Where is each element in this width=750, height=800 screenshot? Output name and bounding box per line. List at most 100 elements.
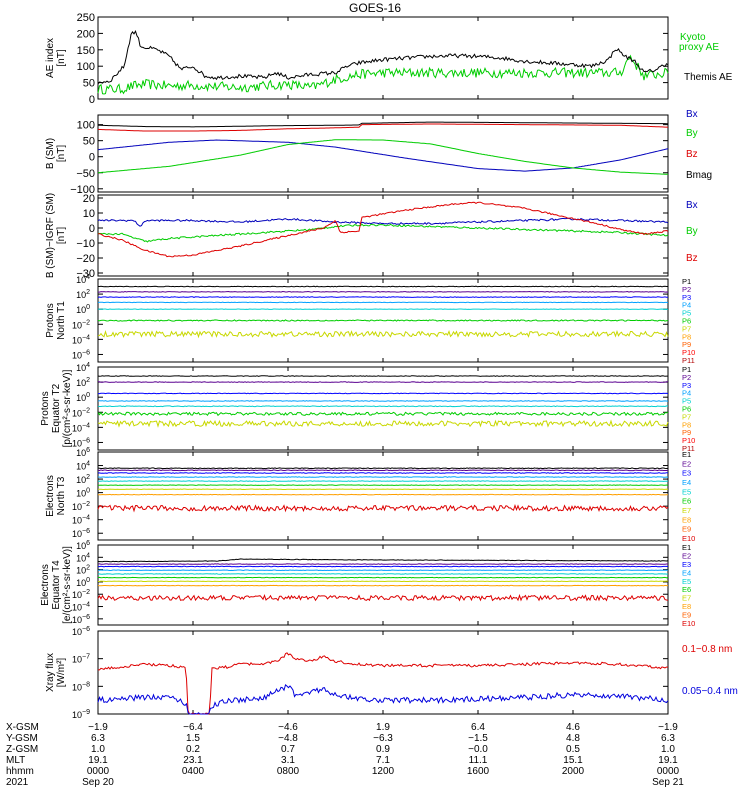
legend-by: By — [686, 226, 698, 237]
y-tick-label: 10−8 — [72, 681, 90, 692]
series-line-bz — [98, 201, 669, 258]
ephemeris-row-label: Y-GSM — [6, 733, 38, 744]
legend-p1: P1 — [682, 365, 691, 374]
y-tick-label: 0 — [89, 152, 95, 164]
y-tick-label: 106 — [76, 540, 90, 551]
panel-xray: 10−9 10−8 10−7 10−6 Xray flux [W/m²] 0.1−0.8 n… — [45, 626, 738, 720]
y-tick-label: 250 — [77, 12, 95, 24]
ephemeris-value: 1200 — [372, 766, 395, 777]
legend-p6: P6 — [682, 405, 691, 414]
ephemeris-value: 19.1 — [88, 755, 108, 766]
y-tick-label: 10−4 — [72, 334, 90, 345]
y-axis-label: [nT] — [56, 227, 67, 244]
legend-e8: E8 — [682, 602, 691, 611]
ephemeris-row-label: X-GSM — [6, 722, 39, 733]
y-tick-label: 100 — [77, 61, 95, 73]
legend-p8: P8 — [682, 420, 691, 429]
ephemeris-value: 11.1 — [469, 755, 488, 766]
legend-kyoto: Kyoto — [680, 32, 706, 43]
y-tick-label: 50 — [83, 136, 95, 148]
y-tick-label: 10−9 — [72, 709, 90, 720]
ephemeris-value: −4.8 — [278, 733, 298, 744]
y-axis-label: Protons — [45, 303, 56, 337]
series-line-p7 — [97, 329, 669, 339]
y-axis-label: Equator T4 — [51, 560, 62, 610]
series-line-e6 — [98, 484, 669, 486]
panel-frame — [97, 16, 669, 100]
series-line-p4 — [97, 400, 669, 402]
series-line-bx — [97, 217, 669, 227]
ephemeris-value: −1.9 — [658, 722, 678, 733]
ephemeris-value: 4.6 — [566, 722, 580, 733]
y-tick-label: 10−2 — [72, 407, 90, 418]
legend-p7: P7 — [682, 324, 691, 333]
series-line-e4 — [97, 476, 669, 478]
ephemeris-value: 1600 — [467, 766, 490, 777]
series-line-p5 — [97, 405, 669, 408]
ephemeris-row-label: MLT — [6, 755, 25, 766]
y-axis-label: B (SM)−IGRF (SM) — [45, 193, 56, 278]
y-axis-label: AE index — [45, 38, 56, 78]
series-line-e10 — [97, 503, 669, 513]
legend-e6: E6 — [682, 497, 691, 506]
series-line-p1 — [97, 375, 668, 377]
y-tick-label: 100 — [76, 577, 90, 588]
series-line-e7 — [98, 488, 669, 491]
plot-title: GOES-16 — [349, 1, 401, 15]
ephemeris-value: 7.1 — [376, 755, 390, 766]
legend-bx: Bx — [686, 109, 698, 120]
series-line-e1 — [97, 558, 669, 563]
legend-p10: P10 — [682, 436, 695, 445]
series-line-0108nm — [98, 652, 669, 715]
panel-b_sm: −100 −50 0 50 100 B (SM) [nT] Bx By Bz Bmag — [45, 109, 712, 196]
legend-p4: P4 — [682, 389, 691, 398]
y-tick-label: 10−6 — [72, 437, 90, 448]
ephemeris-value: 6.3 — [91, 733, 105, 744]
legend-p3: P3 — [682, 381, 691, 390]
ephemeris-value: 0.5 — [566, 744, 580, 755]
legend-e3: E3 — [682, 560, 691, 569]
y-tick-label: 104 — [76, 552, 90, 563]
legend-p1: P1 — [682, 277, 691, 286]
y-tick-label: 102 — [76, 289, 90, 300]
y-tick-label: 10−4 — [72, 602, 90, 613]
y-tick-label: 0 — [89, 94, 95, 106]
ephemeris-value: 6.4 — [471, 722, 485, 733]
legend-bz: Bz — [686, 253, 698, 264]
y-axis-label: [p/(cm²-s-sr-keV)] — [62, 369, 73, 447]
ephemeris-value: Sep 20 — [82, 777, 114, 788]
ephemeris-value: 1.9 — [376, 722, 390, 733]
series-line-e3 — [97, 472, 669, 474]
legend-p2: P2 — [682, 373, 691, 382]
legend-proxy-ae: proxy AE — [679, 42, 719, 53]
ephemeris-value: 6.3 — [661, 733, 675, 744]
y-axis-label: Electrons — [45, 475, 56, 517]
legend-p3: P3 — [682, 293, 691, 302]
legend-e8: E8 — [682, 515, 691, 524]
series-line-p2 — [98, 290, 669, 293]
ephemeris-row-label: Z-GSM — [6, 744, 38, 755]
y-tick-label: 50 — [83, 78, 95, 90]
y-tick-label: 104 — [76, 274, 90, 285]
y-tick-label: 100 — [77, 120, 95, 132]
y-axis-label: [nT] — [56, 145, 67, 162]
series-line-bx — [97, 139, 669, 172]
legend-p4: P4 — [682, 301, 691, 310]
ephemeris-value: −4.6 — [278, 722, 298, 733]
ephemeris-value: 23.1 — [183, 755, 203, 766]
legend-bmag: Bmag — [686, 170, 712, 181]
ephemeris-value: 0800 — [277, 766, 300, 777]
legend-e5: E5 — [682, 577, 691, 586]
series-line-e5 — [97, 573, 669, 575]
y-tick-label: 200 — [77, 28, 95, 40]
legend-e6: E6 — [682, 585, 691, 594]
series-line-e4 — [97, 569, 669, 572]
y-tick-label: 10−4 — [72, 515, 90, 526]
series-line-00504nm — [97, 684, 669, 715]
legend-xray-long: 0.1−0.8 nm — [682, 644, 732, 655]
legend-e5: E5 — [682, 487, 691, 496]
ephemeris-value: 2000 — [562, 766, 585, 777]
ephemeris-value: 0.7 — [281, 744, 295, 755]
series-line-p2 — [98, 381, 668, 383]
